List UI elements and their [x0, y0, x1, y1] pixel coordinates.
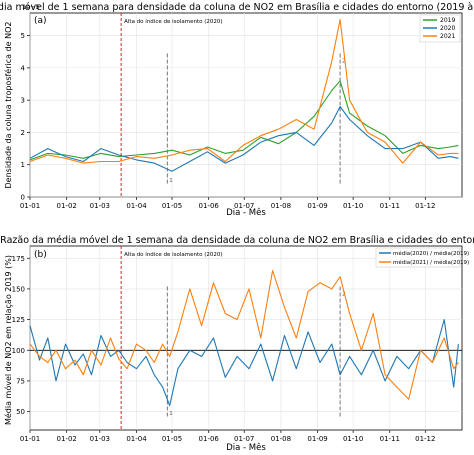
panel-a-title: Média móvel de 1 semana para densidade d…	[0, 2, 474, 13]
legend-label-2021: 2021	[440, 33, 455, 40]
panel-b-ylabel: Média móvel de NO2 em relação 2019 (%)	[3, 255, 13, 425]
panel-b-y-ticks: 50 75 100 125 150 175	[12, 255, 30, 416]
x-tick-label: 01-12	[415, 435, 435, 443]
y-tick-label: 4	[21, 64, 26, 72]
panel-b-x-ticks: 01-01 01-02 01-03 01-04 01-05 01-06 01-07 01-08…	[20, 430, 435, 443]
x-tick-label: 01-03	[90, 202, 110, 210]
panel-a: Média móvel de 1 semana para densidade d…	[0, 2, 474, 218]
x-tick-label: 01-06	[199, 202, 220, 210]
panel-a-xlabel: Dia - Mês	[226, 207, 266, 218]
panel-b-plot-area	[29, 245, 463, 431]
x-tick-label: 01-01	[20, 202, 40, 210]
y-tick-label: 125	[12, 316, 25, 324]
legend-label-2019: 2019	[440, 17, 455, 24]
legend-box	[375, 247, 461, 268]
x-tick-label: 01-02	[57, 435, 77, 443]
panel-b-title: Razão da média móvel de 1 semana da dens…	[0, 235, 474, 246]
series-line-1	[29, 269, 459, 400]
x-tick-label: 01-04	[126, 435, 147, 443]
panel-a-plot-area	[29, 12, 463, 198]
panel-b: Razão da média móvel de 1 semana da dens…	[0, 235, 474, 453]
panel-a-annotations: Alta do índice de isolamento (2020) 1 2	[120, 13, 346, 197]
legend-label-2020: 2020	[440, 25, 455, 32]
panel-b-annotations: Alta do índice de isolamento (2020) 1 2	[120, 246, 346, 430]
x-tick-label: 01-02	[57, 202, 77, 210]
panel-b-legend: média(2020) / média(2019) média(2021) / …	[375, 247, 469, 268]
y-tick-label: 2	[21, 129, 25, 137]
panel-a-ylabel: Densidade da coluna troposférica de NO2	[3, 22, 13, 189]
y-tick-label: 50	[16, 408, 25, 416]
event-marker-label: 1	[169, 411, 173, 417]
y-tick-label: 100	[12, 347, 25, 355]
panel-a-y-multiplier: 1e−5	[22, 3, 40, 11]
panel-a-grid	[29, 13, 462, 198]
panel-b-xlabel: Dia - Mês	[226, 442, 266, 453]
x-tick-label: 01-11	[380, 435, 400, 443]
x-tick-label: 01-08	[271, 202, 291, 210]
x-tick-label: 01-05	[162, 435, 182, 443]
x-tick-label: 01-07	[234, 435, 254, 443]
event-marker-label: 1	[169, 178, 173, 184]
panel-a-label: (a)	[34, 16, 47, 26]
x-tick-label: 01-03	[90, 435, 110, 443]
panel-a-series	[29, 18, 459, 172]
panel-b-series	[29, 269, 459, 407]
x-tick-label: 01-09	[307, 202, 327, 210]
x-tick-label: 01-05	[162, 202, 182, 210]
x-tick-label: 01-09	[307, 435, 327, 443]
y-tick-label: 1	[21, 161, 25, 169]
legend-label-ratio-2020: média(2020) / média(2019)	[393, 250, 469, 257]
panel-a-x-ticks: 01-01 01-02 01-03 01-04 01-05 01-06 01-07 01-08…	[20, 197, 435, 210]
event-marker-label: 2	[342, 292, 346, 298]
y-tick-label: 175	[12, 255, 25, 263]
y-tick-label: 3	[21, 97, 25, 105]
series-line-0	[29, 319, 459, 407]
panel-b-grid	[29, 246, 462, 430]
panel-b-label: (b)	[34, 250, 47, 260]
panel-a-y-ticks: 0 1 2 3 4 5	[21, 32, 30, 202]
y-tick-label: 0	[21, 194, 25, 202]
x-tick-label: 01-04	[126, 202, 147, 210]
x-tick-label: 01-06	[199, 435, 220, 443]
y-tick-label: 75	[16, 377, 25, 385]
x-tick-label: 01-01	[20, 435, 40, 443]
legend-label-ratio-2021: média(2021) / média(2019)	[393, 259, 469, 266]
x-tick-label: 01-11	[380, 202, 400, 210]
y-tick-label: 5	[21, 32, 25, 40]
series-line-2	[29, 18, 459, 164]
event-marker-label: 2	[342, 59, 346, 65]
isolation-marker-label: Alta do índice de isolamento (2020)	[124, 18, 222, 25]
y-tick-label: 150	[12, 285, 25, 293]
isolation-marker-label: Alta do índice de isolamento (2020)	[124, 251, 222, 258]
panel-a-legend: 2019 2020 2021	[419, 14, 461, 43]
x-tick-label: 01-10	[343, 435, 363, 443]
x-tick-label: 01-10	[343, 202, 363, 210]
x-tick-label: 01-07	[234, 202, 254, 210]
series-line-1	[29, 106, 459, 172]
x-tick-label: 01-12	[415, 202, 435, 210]
series-line-0	[29, 80, 459, 161]
x-tick-label: 01-08	[271, 435, 291, 443]
